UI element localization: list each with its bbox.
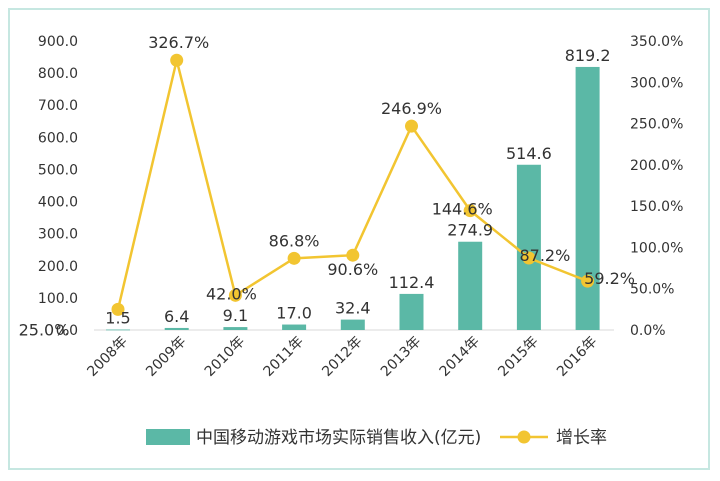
bar <box>282 324 307 330</box>
y-right-tick-label: 50.0% <box>630 282 674 298</box>
y-right-tick-label: 0.0% <box>630 323 666 339</box>
bar-value-label: 9.1 <box>223 306 248 325</box>
y-left-tick-label: 0.0 <box>56 323 78 339</box>
growth-point <box>522 251 536 265</box>
growth-point <box>170 53 184 67</box>
bar-value-label: 1.5 <box>105 309 130 328</box>
growth-point <box>346 248 360 262</box>
x-tick-label: 2008年 <box>84 334 130 380</box>
bar-value-label: 274.9 <box>447 221 493 240</box>
bar-value-label: 32.4 <box>335 299 371 318</box>
legend-line-label: 增长率 <box>556 428 607 448</box>
bar <box>340 319 365 330</box>
growth-point <box>228 288 242 302</box>
bar <box>458 241 483 330</box>
bar-value-label: 819.2 <box>565 46 611 65</box>
growth-value-label: 144.6% <box>432 200 493 219</box>
x-tick-label: 2016年 <box>554 334 600 380</box>
bar <box>223 327 248 330</box>
growth-value-label: 25.0% <box>19 320 70 339</box>
growth-value-label: 87.2% <box>519 246 570 265</box>
bar-value-label: 514.6 <box>506 144 552 163</box>
legend-bar-label: 中国移动游戏市场实际销售收入(亿元) <box>196 428 481 448</box>
x-tick-label: 2015年 <box>495 334 541 380</box>
bar <box>106 329 130 331</box>
bar <box>516 164 541 330</box>
y-right-tick-label: 200.0% <box>630 158 683 174</box>
growth-point <box>463 204 477 218</box>
bar-value-label: 17.0 <box>276 304 312 323</box>
y-left-tick-label: 600.0 <box>38 130 78 146</box>
growth-point <box>111 302 125 316</box>
y-right-tick-label: 250.0% <box>630 117 683 133</box>
y-left-tick-label: 300.0 <box>38 227 78 243</box>
x-tick-label: 2012年 <box>319 334 365 380</box>
growth-point <box>405 119 418 133</box>
x-tick-label: 2014年 <box>437 334 483 380</box>
y-right-tick-label: 350.0% <box>630 34 683 50</box>
legend-bar-swatch <box>146 429 190 445</box>
growth-value-label: 246.9% <box>381 99 442 118</box>
growth-value-label: 86.8% <box>269 231 320 250</box>
y-left-tick-label: 100.0 <box>38 291 78 307</box>
y-left-tick-label: 800.0 <box>38 66 78 82</box>
bar <box>164 327 189 330</box>
y-left-tick-label: 500.0 <box>38 162 78 178</box>
bar <box>399 293 424 330</box>
y-left-tick-label: 900.0 <box>38 34 78 50</box>
bar <box>575 66 600 331</box>
y-left-tick-label: 700.0 <box>38 98 78 114</box>
y-left-tick-label: 200.0 <box>38 259 78 275</box>
legend-line-marker <box>517 430 531 444</box>
growth-point <box>287 251 301 265</box>
y-left-tick-label: 400.0 <box>38 195 78 211</box>
growth-value-label: 326.7% <box>148 33 209 52</box>
growth-value-label: 90.6% <box>327 260 378 279</box>
growth-value-label: 42.0% <box>206 284 257 303</box>
x-tick-label: 2013年 <box>378 334 424 380</box>
growth-point <box>581 274 595 288</box>
y-right-tick-label: 300.0% <box>630 75 683 91</box>
x-tick-label: 2011年 <box>261 334 307 380</box>
x-tick-label: 2009年 <box>143 334 189 380</box>
y-right-tick-label: 100.0% <box>630 240 683 256</box>
bar-value-label: 6.4 <box>164 307 189 326</box>
y-right-tick-label: 150.0% <box>630 199 683 215</box>
growth-value-label: 59.2% <box>584 269 635 288</box>
x-tick-label: 2010年 <box>202 334 248 380</box>
bar-value-label: 112.4 <box>389 273 435 292</box>
